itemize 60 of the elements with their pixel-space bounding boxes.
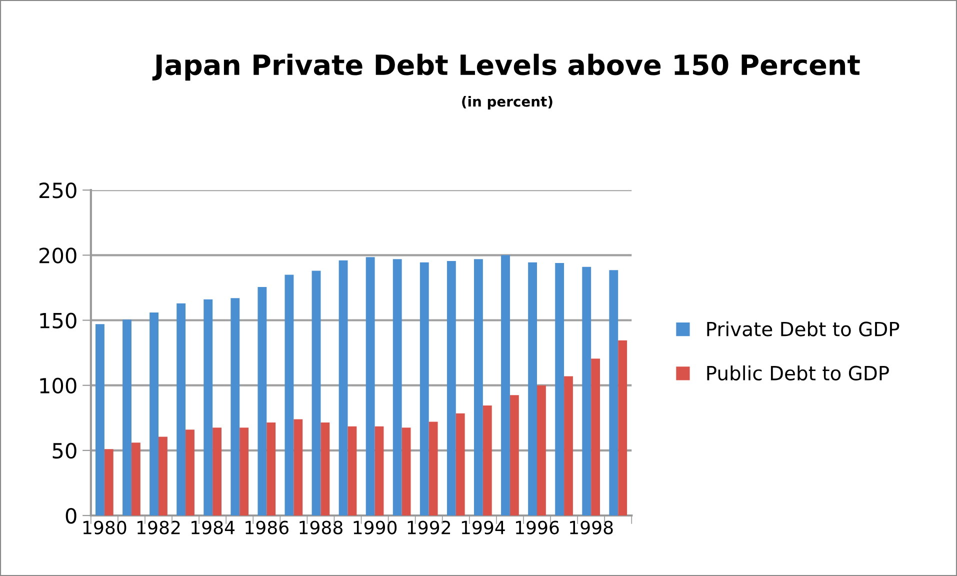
x-tick-label: 1984: [192, 520, 235, 534]
x-tick-label: 1998: [570, 520, 613, 534]
bar: [284, 274, 294, 516]
bar: [582, 266, 592, 516]
bar: [212, 428, 222, 516]
x-tick-label: 1996: [516, 520, 559, 534]
legend-label: Private Debt to GDP: [707, 321, 900, 336]
bar: [131, 442, 140, 516]
bar: [366, 257, 375, 516]
bar: [446, 261, 456, 516]
bar: [564, 376, 573, 516]
bar: [96, 324, 104, 516]
bar: [591, 358, 600, 516]
bar: [402, 428, 411, 516]
bar: [392, 259, 402, 516]
bar: [428, 422, 438, 516]
bar: [104, 449, 114, 516]
bar: [150, 312, 159, 516]
y-tick-label: 50: [52, 442, 76, 459]
bar: [294, 419, 303, 516]
bar: [501, 255, 510, 516]
bar: [122, 320, 132, 516]
bar: [618, 340, 628, 516]
x-tick-label: 1982: [138, 520, 180, 534]
x-tick-label: 1990: [354, 520, 397, 534]
bar: [176, 303, 186, 516]
chart-title: Japan Private Debt Levels above 150 Percent: [152, 54, 860, 81]
bar: [312, 270, 321, 516]
y-tick-label: 100: [40, 378, 76, 394]
y-tick-label: 200: [39, 248, 76, 264]
y-tick-label: 0: [66, 508, 76, 524]
bar: [482, 406, 492, 516]
bar: [186, 430, 194, 516]
bar: [456, 413, 465, 516]
y-tick-label: 250: [39, 182, 76, 198]
x-tick-label: 1992: [408, 520, 450, 534]
bar: [348, 426, 357, 516]
bar: [240, 428, 249, 516]
bar: [420, 262, 429, 516]
x-tick-label: 1988: [300, 520, 342, 534]
bar: [374, 426, 384, 516]
bar: [320, 422, 330, 516]
bar: [536, 385, 546, 516]
x-tick-label: 1994: [462, 520, 505, 534]
chart-subtitle: (in percent): [462, 96, 552, 110]
bar: [555, 262, 564, 516]
bar: [158, 436, 168, 516]
bar: [204, 299, 213, 516]
x-tick-label: 1980: [83, 520, 126, 534]
bar: [609, 270, 618, 516]
bar: [266, 422, 276, 516]
bar: [258, 287, 267, 516]
legend-label: Public Debt to GDP: [707, 365, 889, 380]
y-tick-label: 150: [40, 312, 76, 328]
bar: [510, 395, 519, 516]
bar: [230, 298, 240, 516]
bar: [474, 259, 483, 516]
x-tick-label: 1986: [246, 520, 288, 534]
bar: [528, 262, 537, 516]
bar: [338, 260, 348, 516]
